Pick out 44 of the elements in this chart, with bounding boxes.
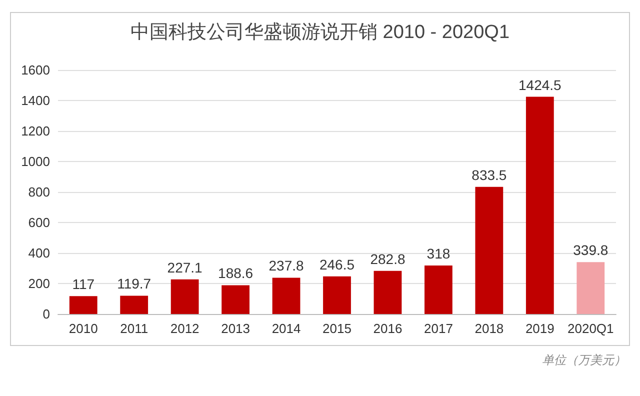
y-tick-label: 200 <box>28 276 50 291</box>
x-tick-label: 2013 <box>221 321 250 336</box>
bar <box>374 270 402 314</box>
x-tick-label: 2018 <box>474 321 504 336</box>
bar <box>475 186 504 314</box>
y-tick-label: 400 <box>28 246 50 260</box>
x-tick-label: 2017 <box>424 321 453 336</box>
bar <box>526 96 554 314</box>
x-tick-label: 2010 <box>68 321 98 336</box>
y-tick-label: 1200 <box>21 124 50 138</box>
data-label: 119.7 <box>117 276 152 292</box>
x-tick-label: 2011 <box>120 321 148 336</box>
x-tick-label: 2016 <box>373 321 402 336</box>
bar <box>424 266 452 314</box>
data-label: 188.6 <box>218 265 254 282</box>
bar <box>272 278 300 314</box>
y-tick-label: 1400 <box>21 93 50 108</box>
chart-title: 中国科技公司华盛顿游说开销 2010 - 2020Q1 <box>130 22 510 43</box>
data-label: 227.1 <box>167 259 203 276</box>
x-tick-label: 2014 <box>272 321 301 336</box>
bar <box>222 285 250 314</box>
x-tick-label: 2019 <box>525 321 554 336</box>
y-tick-label: 1000 <box>21 154 50 169</box>
bar <box>323 276 351 314</box>
y-tick-label: 800 <box>28 184 50 200</box>
y-tick-label: 1600 <box>21 62 50 78</box>
data-label: 339.8 <box>573 242 608 258</box>
data-label: 833.5 <box>472 166 507 183</box>
data-label: 318 <box>426 246 450 262</box>
y-tick-label: 0 <box>42 306 50 322</box>
bar <box>120 296 148 314</box>
x-tick-label: 2020Q1 <box>568 321 614 336</box>
y-tick-label: 600 <box>28 215 50 230</box>
x-tick-label: 2012 <box>170 321 200 336</box>
x-tick-label: 2015 <box>322 321 352 336</box>
data-label: 1424.5 <box>518 76 562 93</box>
bar <box>170 279 199 314</box>
data-label: 117 <box>72 276 95 292</box>
bar <box>69 296 98 314</box>
bar <box>576 262 605 314</box>
data-label: 237.8 <box>268 258 304 274</box>
data-label: 246.5 <box>319 256 355 272</box>
data-label: 282.8 <box>370 250 406 267</box>
text: 单位（万美元） <box>542 352 626 368</box>
